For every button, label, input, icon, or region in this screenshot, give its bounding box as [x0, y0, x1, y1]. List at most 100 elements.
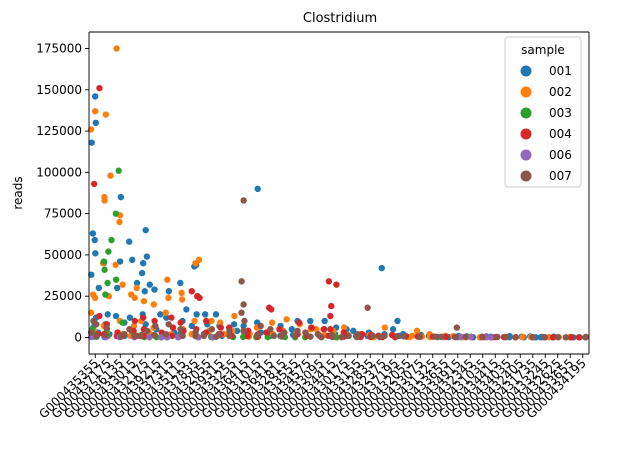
data-point-003-13 — [112, 276, 120, 283]
data-point-004-21 — [188, 288, 195, 295]
data-point-001-30 — [143, 253, 151, 260]
y-tick-label: 0 — [74, 330, 82, 344]
data-point-007-9 — [131, 332, 138, 340]
data-point-002-30 — [150, 301, 158, 308]
data-point-001-87 — [394, 317, 401, 325]
data-point-007-46 — [345, 332, 352, 340]
data-point-001-21 — [112, 312, 120, 320]
data-point-007-70 — [582, 334, 589, 341]
data-point-001-75 — [321, 317, 328, 325]
data-point-007-66 — [529, 333, 536, 341]
data-point-002-25 — [130, 322, 138, 330]
data-point-002-34 — [162, 309, 170, 316]
legend-marker-003 — [520, 107, 532, 119]
data-point-007-28 — [240, 301, 247, 308]
data-point-007-21 — [200, 332, 208, 340]
data-point-003-14 — [119, 319, 126, 326]
data-point-007-24 — [226, 327, 233, 335]
y-tick-label: 175000 — [36, 42, 82, 56]
y-tick-label: 50000 — [44, 248, 82, 262]
data-point-001-60 — [233, 327, 241, 335]
data-point-007-62 — [479, 333, 486, 341]
data-point-007-23 — [213, 333, 220, 340]
data-point-002-27 — [140, 297, 148, 305]
data-point-004-50 — [327, 326, 334, 333]
data-point-007-61 — [462, 333, 469, 341]
data-point-001-73 — [307, 317, 314, 325]
y-tick-label: 150000 — [36, 83, 82, 97]
data-point-001-81 — [350, 327, 357, 335]
data-point-002-17 — [116, 218, 123, 226]
data-point-004-42 — [308, 324, 315, 331]
legend-label-002: 002 — [549, 85, 572, 99]
data-point-007-49 — [353, 333, 361, 341]
data-point-003-6 — [101, 266, 108, 273]
data-point-007-30 — [241, 317, 248, 325]
data-point-004-17 — [169, 324, 177, 331]
data-point-002-40 — [192, 259, 199, 267]
data-point-007-37 — [278, 333, 285, 340]
data-point-001-31 — [140, 259, 147, 267]
data-point-007-47 — [338, 333, 345, 341]
data-point-001-39 — [157, 311, 164, 318]
data-point-007-29 — [238, 309, 245, 316]
data-point-001-14 — [104, 311, 111, 318]
data-point-002-32 — [164, 276, 171, 283]
data-point-007-56 — [416, 333, 424, 340]
data-point-007-17 — [179, 332, 186, 340]
data-point-007-19 — [192, 332, 199, 340]
data-point-001-4 — [91, 236, 98, 244]
data-point-002-18 — [112, 261, 119, 269]
data-point-002-8 — [107, 172, 114, 179]
data-point-002-24 — [131, 294, 138, 302]
data-point-001-45 — [183, 306, 190, 313]
data-point-007-14 — [165, 321, 172, 328]
data-point-004-31 — [245, 327, 252, 335]
data-point-002-15 — [113, 45, 120, 52]
data-point-001-63 — [254, 185, 261, 193]
data-point-001-52 — [188, 322, 196, 330]
data-point-004-38 — [276, 326, 283, 333]
data-point-002-71 — [381, 324, 389, 331]
data-point-004-49 — [327, 312, 334, 320]
data-point-007-58 — [437, 333, 445, 341]
data-point-001-20 — [114, 284, 121, 292]
data-point-007-20 — [208, 326, 216, 333]
data-point-002-1 — [87, 126, 95, 133]
data-point-002-10 — [101, 197, 108, 204]
data-point-007-25 — [226, 332, 233, 340]
data-point-004-48 — [328, 302, 335, 310]
data-point-007-3 — [93, 332, 100, 340]
data-point-007-8 — [126, 326, 133, 333]
data-point-001-61 — [240, 322, 247, 330]
data-point-002-55 — [283, 316, 290, 323]
legend-marker-002 — [520, 86, 532, 98]
data-point-001-25 — [129, 256, 136, 264]
legend-marker-006 — [520, 149, 532, 161]
data-point-001-42 — [163, 314, 170, 321]
data-point-007-69 — [562, 334, 569, 341]
y-tick-label: 75000 — [44, 207, 82, 221]
data-point-002-65 — [341, 324, 348, 331]
legend-title: sample — [521, 43, 565, 57]
data-point-007-34 — [267, 326, 274, 333]
data-point-002-77 — [413, 327, 421, 335]
data-point-002-45 — [217, 319, 224, 326]
data-point-001-24 — [125, 238, 133, 245]
data-point-007-32 — [257, 322, 264, 330]
data-point-001-32 — [138, 269, 146, 277]
data-point-007-26 — [240, 197, 247, 204]
data-point-004-44 — [320, 326, 327, 333]
data-point-007-35 — [270, 332, 278, 340]
data-point-001-0 — [91, 93, 99, 100]
data-point-007-13 — [151, 331, 158, 339]
data-point-002-43 — [208, 317, 215, 325]
data-point-001-33 — [146, 281, 153, 288]
data-point-007-10 — [143, 327, 151, 335]
data-points — [87, 45, 590, 341]
legend-marker-001 — [520, 65, 532, 77]
data-point-007-67 — [541, 334, 548, 341]
data-point-007-51 — [369, 332, 377, 340]
data-point-004-65 — [442, 333, 450, 341]
legend-label-003: 003 — [549, 106, 572, 120]
